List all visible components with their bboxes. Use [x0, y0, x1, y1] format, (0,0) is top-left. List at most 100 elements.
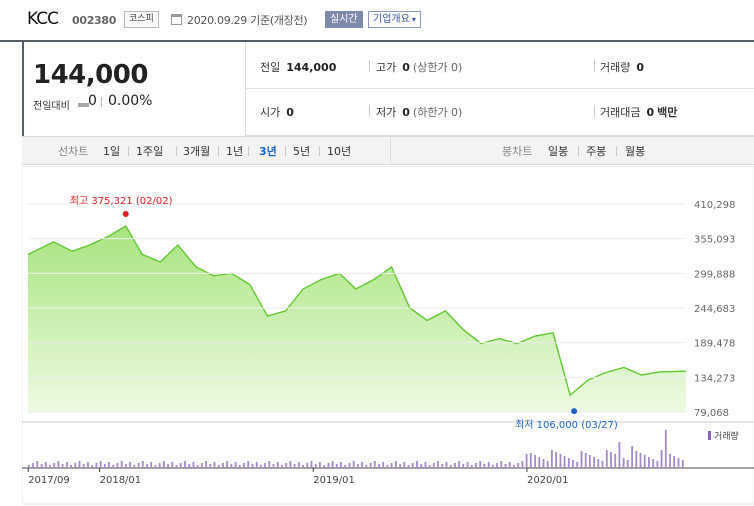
volume-bar: [302, 465, 304, 468]
tab-10y[interactable]: 10년: [327, 145, 352, 158]
volume-bar: [264, 463, 266, 468]
tab-1d[interactable]: 1일: [103, 145, 121, 158]
volume-bar: [331, 461, 334, 468]
realtime-button[interactable]: 실시간: [325, 11, 363, 28]
volume-bar: [260, 465, 262, 468]
volume-bar: [669, 454, 671, 468]
current-price: 144,000: [33, 60, 148, 90]
company-info-button[interactable]: 기업개요 ▾: [368, 11, 421, 28]
volume-bar: [319, 462, 321, 468]
volume-bar: [192, 462, 195, 468]
volume-bar: [49, 465, 51, 468]
volume-legend-icon: [708, 431, 711, 440]
volume-bar: [652, 459, 655, 468]
volume-bar: [158, 463, 161, 468]
price-box: 144,000 전일대비 0 0.00%: [22, 42, 246, 136]
tab-1w[interactable]: 1주일: [136, 145, 164, 158]
tab-1y[interactable]: 1년: [226, 145, 244, 158]
volume-bar: [108, 462, 110, 468]
volume-bar: [656, 461, 659, 468]
volume-bar: [272, 464, 275, 468]
volume-bar: [66, 462, 68, 468]
volume-bar: [403, 462, 406, 468]
y-tick-label: 410,298: [694, 200, 735, 211]
volume-bar: [664, 430, 667, 468]
volume-legend: 거래량: [714, 430, 739, 442]
volume-bar: [551, 450, 553, 468]
volume-bar: [154, 465, 157, 468]
volume-bar: [580, 451, 583, 468]
volume-bar: [449, 465, 452, 468]
volume-bar: [125, 464, 127, 468]
change-value: 0: [88, 93, 97, 109]
volume-bar: [576, 462, 579, 468]
volume-bar: [314, 464, 317, 468]
volume-bar: [344, 465, 347, 468]
tab-3y[interactable]: 3년: [259, 145, 277, 158]
volume-bar: [36, 461, 39, 468]
volume-bar: [179, 463, 182, 468]
volume-bar: [310, 461, 313, 468]
volume-bar: [285, 463, 288, 468]
volume-bar: [293, 464, 296, 468]
volume-bar: [91, 465, 94, 468]
candle-chart-label: 봉차트: [502, 145, 533, 158]
volume-bar: [681, 460, 684, 468]
date-label: 2020.09.29 기준(개장전): [187, 14, 308, 27]
y-tick-label: 79,068: [694, 408, 729, 419]
volume-bar: [487, 462, 490, 468]
volume-bar: [171, 462, 174, 468]
divider: [101, 97, 102, 107]
volume-bar: [618, 442, 621, 468]
stock-code: 002380: [72, 14, 117, 27]
volume-bar: [677, 458, 680, 468]
volume-bar: [141, 461, 144, 468]
volume-bar: [445, 462, 448, 468]
volume-bar: [428, 465, 431, 468]
volume-bar: [213, 462, 216, 468]
volume-bar: [614, 454, 617, 468]
volume-bar: [420, 464, 423, 468]
company-name: KCC: [27, 9, 59, 29]
divider: [390, 137, 391, 165]
volume-bar: [369, 463, 372, 468]
volume-bar: [538, 457, 541, 468]
volume-bar: [276, 462, 279, 468]
volume-bar: [365, 465, 368, 468]
min-annotation: 최저 106,000 (03/27): [515, 419, 618, 431]
volume-bar: [470, 465, 473, 468]
volume-bar: [226, 461, 228, 468]
volume-bar: [150, 462, 153, 468]
max-annotation: 최고 375,321 (02/02): [70, 195, 173, 207]
volume-bar: [61, 464, 64, 468]
divider: [369, 105, 370, 117]
volume-bar: [32, 463, 34, 468]
volume-bar: [525, 454, 528, 468]
price-chart-svg: 410,298 355,093 299,888 244,683 189,478 134,2…: [21, 165, 754, 505]
tab-3m[interactable]: 3개월: [183, 145, 211, 158]
volume-bar: [129, 462, 131, 468]
volume-bar: [323, 465, 326, 468]
volume-bar: [386, 465, 389, 468]
change-label: 전일대비: [33, 101, 70, 112]
volume-bar: [234, 462, 237, 468]
tab-daily[interactable]: 일봉: [548, 145, 569, 158]
volume-bar: [196, 465, 199, 468]
tab-5y[interactable]: 5년: [293, 145, 311, 158]
open-cell: 시가 0: [260, 106, 294, 119]
volume-bar: [597, 459, 600, 468]
volume-bar: [567, 458, 570, 468]
price-chart: 410,298 355,093 299,888 244,683 189,478 134,2…: [21, 165, 754, 506]
volume-bar: [348, 463, 351, 468]
flat-change-icon: [78, 103, 89, 107]
volume-bar: [255, 462, 258, 468]
volume-bar: [593, 457, 595, 468]
tab-monthly[interactable]: 월봉: [625, 145, 646, 158]
volume-bar: [492, 465, 494, 468]
volume-bar: [247, 461, 250, 468]
volume-bar: [546, 461, 549, 468]
tab-weekly[interactable]: 주봉: [586, 145, 607, 158]
volume-bar: [205, 461, 207, 468]
volume-bar: [424, 462, 427, 468]
divider: [594, 60, 595, 72]
